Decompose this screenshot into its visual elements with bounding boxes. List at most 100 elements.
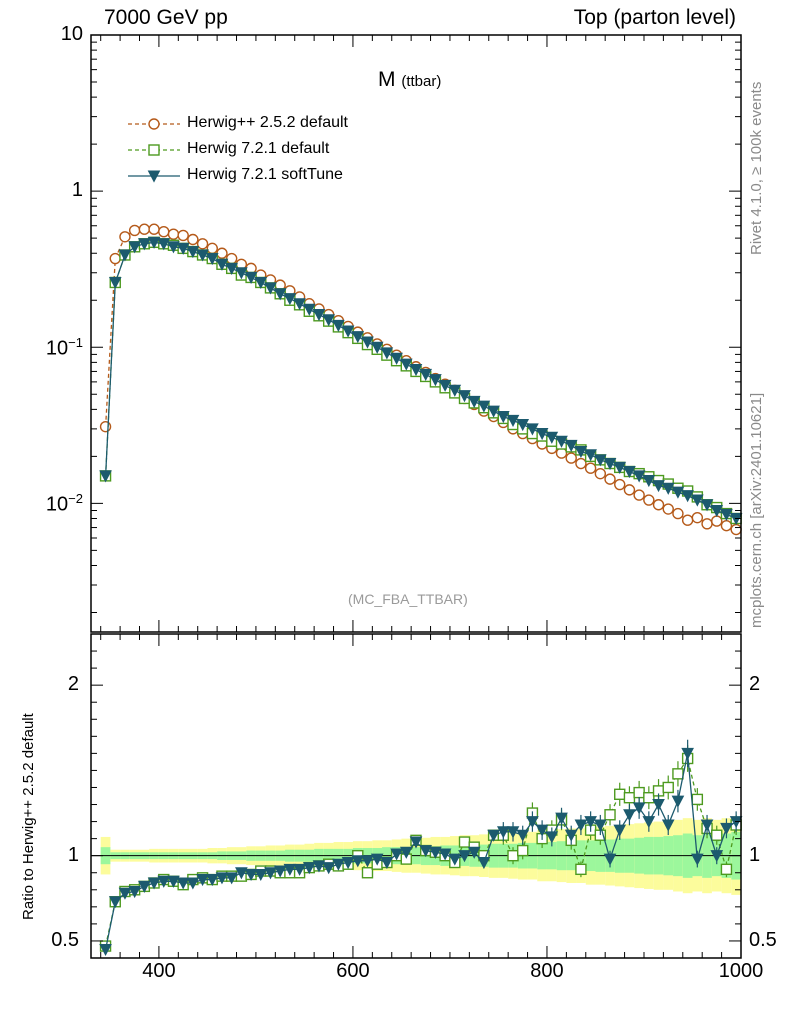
soft-main-point [302,303,316,316]
soft-ratio-point [380,857,394,870]
herwigpp-main-point [138,223,151,235]
soft-main-point [293,298,306,311]
soft-ratio-point [467,846,481,859]
soft-ratio-point [108,896,122,909]
soft-main-point [720,508,733,521]
soft-ratio-point [477,857,491,870]
herwigpp-main-point [565,452,577,464]
soft-main-point [264,282,277,295]
soft-main-point [399,358,413,371]
soft-main-point [225,262,238,275]
soft-main-point [273,288,287,301]
herwigpp-main-point [681,514,694,526]
herwigpp-main-point [158,225,170,238]
x-tick-label: 800 [530,960,564,982]
soft-ratio-point [293,863,306,876]
h721-ratio-point [604,809,616,821]
soft-ratio-point [264,867,277,880]
ratio-panel-frame [90,633,742,959]
soft-ratio-point [429,846,442,859]
h721-ratio-point [711,829,723,841]
soft-ratio-point [390,848,403,861]
soft-ratio-point [691,853,704,866]
x-tick-label: 1000 [718,960,764,982]
soft-main-point [419,368,433,381]
soft-ratio-point [370,853,384,866]
h721-ratio-point [633,786,645,799]
soft-ratio-point [661,819,675,832]
soft-ratio-point [700,819,714,832]
soft-ratio-point [419,845,433,858]
soft-main-point [157,238,171,251]
soft-main-point [691,494,704,507]
soft-ratio-point [341,857,355,870]
ratio-y-axis-label: Ratio to Herwig++ 2.5.2 default [20,713,37,920]
header-left: 7000 GeV pp [104,6,228,29]
soft-ratio-point [710,850,724,863]
soft-main-point [244,271,258,285]
herwigpp-main-point [148,223,160,235]
y-tick-label-ratio: 2 [67,673,79,696]
soft-main-point [167,241,180,254]
soft-ratio-point [302,862,316,875]
soft-main-point [681,490,694,503]
soft-main-point [477,400,491,413]
legend-marker-0 [148,118,160,130]
soft-ratio-point [361,855,374,868]
soft-ratio-point [138,880,151,893]
axis-ticks [91,35,742,958]
herwigpp-main-point [701,518,713,530]
soft-ratio-point [526,816,539,829]
soft-main-point [623,466,636,479]
soft-ratio-point [322,862,336,875]
soft-ratio-point [613,824,627,837]
soft-main-point [506,414,520,427]
soft-ratio-point [671,795,685,808]
soft-main-point [235,267,248,280]
main-panel-frame [90,34,742,633]
soft-main-point [283,293,297,306]
herwigpp-main-point [187,233,199,246]
soft-ratio-point [555,812,568,825]
soft-ratio-point [564,829,578,842]
y-tick-label-exponent: −1 [68,335,83,351]
legend-label: Herwig++ 2.5.2 default [187,114,348,131]
soft-main-point [380,347,394,360]
soft-ratio-point [720,822,733,835]
soft-ratio-point [167,875,180,888]
soft-main-point [545,431,559,444]
x-tick-label: 400 [142,960,176,982]
soft-main-point [196,249,209,262]
soft-ratio-point [681,747,694,760]
soft-main-point [496,411,510,424]
soft-ratio-point [535,824,549,837]
herwigpp-main-point [623,484,636,496]
soft-main-point [700,499,714,512]
soft-main-point [535,428,549,441]
soft-main-point [516,419,530,432]
soft-main-point [99,470,112,483]
soft-ratio-point [235,867,248,880]
legend-label: Herwig 7.2.1 default [187,140,330,157]
legend-label: Herwig 7.2.1 softTune [187,166,343,183]
soft-main-point [429,374,442,387]
soft-ratio-point [458,850,471,863]
soft-ratio-point [594,819,607,832]
soft-main-point [118,249,132,262]
soft-main-point [409,364,423,377]
soft-main-point [613,461,627,474]
plot-title: M (ttbar) [378,68,441,92]
legend-marker-1 [148,144,160,156]
soft-main-point [186,246,200,259]
soft-main-point [322,314,336,327]
herwigpp-main-point [633,489,645,501]
soft-main-point [361,336,374,349]
h721-ratio-point [643,792,655,804]
soft-ratio-point [312,860,326,873]
herwigpp-main-point [730,523,742,536]
h721-ratio-point [507,849,519,862]
soft-main-point [458,390,471,403]
herwigpp-main-point [643,494,655,506]
soft-main-point [487,405,500,418]
soft-main-point [147,236,161,249]
